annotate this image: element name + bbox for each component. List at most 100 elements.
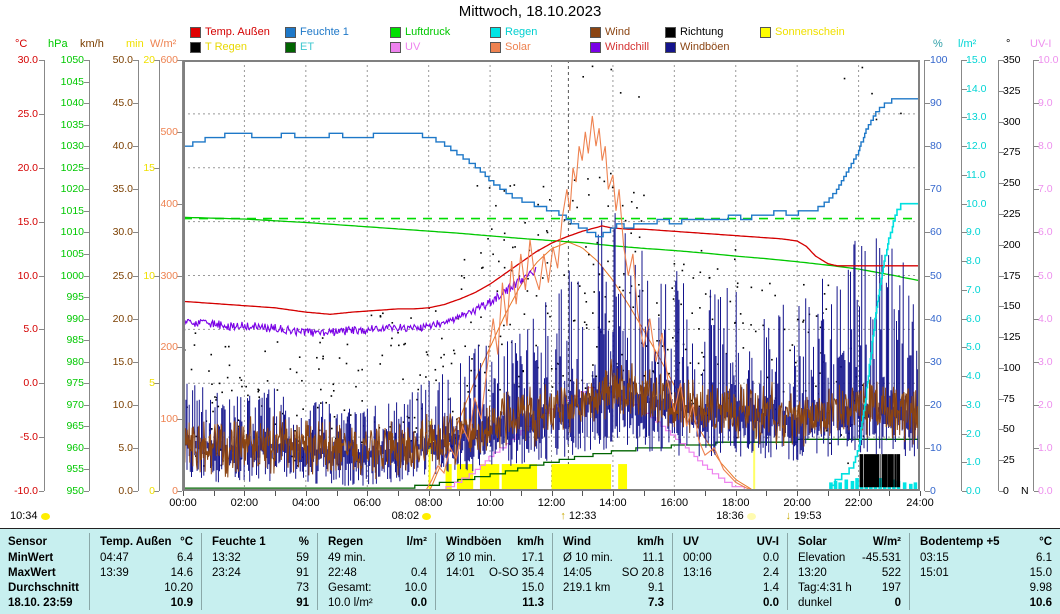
axis-tick-label-lm2: 2.0: [966, 427, 981, 440]
axis-tick-uv: [1034, 361, 1039, 363]
axis-tick-label-hpa: 980: [66, 355, 84, 368]
legend-label: UV: [405, 41, 421, 53]
table-cell: Solar W/m²: [788, 533, 910, 550]
table-cell: 04:47 6.4: [90, 550, 202, 565]
axis-tick-label-deg: 275: [1003, 146, 1021, 159]
axis-tick-label-lm2: 9.0: [966, 226, 981, 239]
axis-tick-label-uv: 5.0: [1038, 269, 1053, 282]
x-axis-label: 16:00: [660, 497, 689, 509]
axis-tick-label-deg: 100: [1003, 361, 1021, 374]
cell-label: 13:39: [100, 566, 129, 579]
cell-value: 11.3: [522, 596, 544, 609]
x-axis-label: 14:00: [599, 497, 627, 509]
table-cell: 00:00 0.0: [673, 550, 788, 565]
axis-tick-pct: [925, 447, 930, 449]
table-cell: 23:24 91: [202, 565, 318, 580]
axis-tick-temp: [39, 167, 44, 169]
axis-tick-label-wm2: 0: [172, 485, 178, 497]
cell-value: 9.1: [648, 581, 664, 594]
axis-tick-pct: [925, 232, 930, 234]
axis-line-kmh: [138, 60, 139, 491]
axis-tick-pct: [925, 60, 930, 61]
legend-item-windb-en: Windböen: [665, 41, 730, 53]
axis-tick-temp: [39, 60, 44, 61]
legend-color-swatch: [490, 41, 501, 53]
x-axis-label: 24:00: [906, 497, 934, 509]
axis-unit-lm2: l/m²: [958, 38, 977, 50]
axis-tick-kmh: [133, 447, 138, 449]
annotation-time: 10:34: [10, 510, 38, 522]
legend-label: ET: [300, 41, 315, 53]
axis-tick-hpa: [84, 275, 89, 277]
cell-label: 00:00: [683, 551, 712, 564]
axis-tick-wm2: [177, 419, 182, 421]
axis-unit-min: min: [126, 38, 144, 50]
x-axis-tick: [858, 491, 860, 496]
table-cell: Wind km/h: [553, 533, 673, 550]
axis-tick-label-deg: 25: [1003, 454, 1015, 467]
table-row: MinWert 04:47 6.4 13:32 59 49 min. Ø 10 min. 17…: [0, 550, 1060, 565]
table-cell: Bodentemp +5 °C: [910, 533, 1060, 550]
axis-tick-lm2: [962, 146, 967, 148]
table-row-label: MinWert: [0, 550, 90, 565]
cell-label: 13:16: [683, 566, 712, 579]
table-row: Durchschnitt 10.20 73 Gesamt: 10.0 15.0 219.1 …: [0, 580, 1060, 595]
time-annotation: ↑ 12:33: [560, 510, 596, 522]
legend-color-swatch: [760, 26, 771, 38]
cell-label: 13:32: [212, 551, 241, 564]
legend-color-swatch: [490, 26, 501, 38]
axis-tick-uv: [1034, 318, 1039, 320]
axis-tick-label-hpa: 1005: [60, 247, 84, 260]
axis-tick-hpa: [84, 253, 89, 255]
axis-tick-label-hpa: 990: [66, 312, 84, 325]
axis-tick-label-lm2: 8.0: [966, 255, 981, 268]
legend-item-feuchte-1: Feuchte 1: [285, 26, 349, 38]
cell-value: 91: [296, 566, 309, 579]
axis-tick-hpa: [84, 297, 89, 299]
axis-tick-label-wm2: 400: [160, 197, 178, 210]
axis-tick-lm2: [962, 376, 967, 378]
cell-label: Ø 10 min.: [563, 551, 613, 564]
cell-value: 10.6: [1029, 596, 1052, 609]
axis-tick-label-kmh: 40.0: [112, 140, 133, 153]
cell-label: Windböen: [446, 535, 502, 548]
axis-tick-label-min: 5: [149, 377, 155, 390]
axis-tick-label-kmh: 30.0: [112, 226, 133, 239]
axis-tick-deg: [999, 491, 1004, 492]
table-cell: 73: [202, 580, 318, 595]
axis-tick-kmh: [133, 232, 138, 234]
cell-value: O-SO 35.4: [489, 566, 544, 579]
axis-tick-label-hpa: 1025: [60, 161, 84, 174]
axis-tick-temp: [39, 275, 44, 277]
axis-tick-temp: [39, 491, 44, 492]
axis-tick-lm2: [962, 203, 967, 205]
table-cell: Ø 10 min. 11.1: [553, 550, 673, 565]
x-axis-tick: [551, 491, 553, 496]
axis-tick-label-temp: -10.0: [14, 485, 38, 497]
table-row-label: Durchschnitt: [0, 580, 90, 595]
axis-tick-label-uv: 2.0: [1038, 398, 1053, 411]
x-axis-tick: [705, 491, 707, 496]
cell-value: km/h: [517, 535, 544, 548]
table-row: MaxWert 13:39 14.6 23:24 91 22:48 0.4 14:01 O-SO…: [0, 565, 1060, 580]
cell-value: 1.4: [763, 581, 779, 594]
axis-tick-kmh: [133, 318, 138, 320]
legend-item-richtung: Richtung: [665, 26, 723, 38]
axis-tick-label-deg: 225: [1003, 207, 1021, 220]
axis-tick-label-lm2: 3.0: [966, 398, 981, 411]
axis-tick-deg: [999, 152, 1004, 154]
statistics-table: Sensor Temp. Außen °C Feuchte 1% Regen l/m² Wi…: [0, 528, 1060, 614]
cell-value: 73: [296, 581, 309, 594]
table-cell: 10.6: [910, 595, 1060, 610]
x-axis-label: 10:00: [476, 497, 504, 509]
table-row-label: MaxWert: [0, 565, 90, 580]
table-cell: 13:20 522: [788, 565, 910, 580]
x-axis-tick: [827, 491, 829, 496]
x-axis-tick: [336, 491, 338, 496]
axis-tick-label-uv: 8.0: [1038, 140, 1053, 153]
table-row-label: Sensor: [0, 533, 90, 550]
cell-value: km/h: [637, 535, 664, 548]
axis-tick-wm2: [177, 131, 182, 133]
axis-tick-uv: [1034, 60, 1039, 61]
axis-tick-label-hpa: 1020: [60, 183, 84, 196]
